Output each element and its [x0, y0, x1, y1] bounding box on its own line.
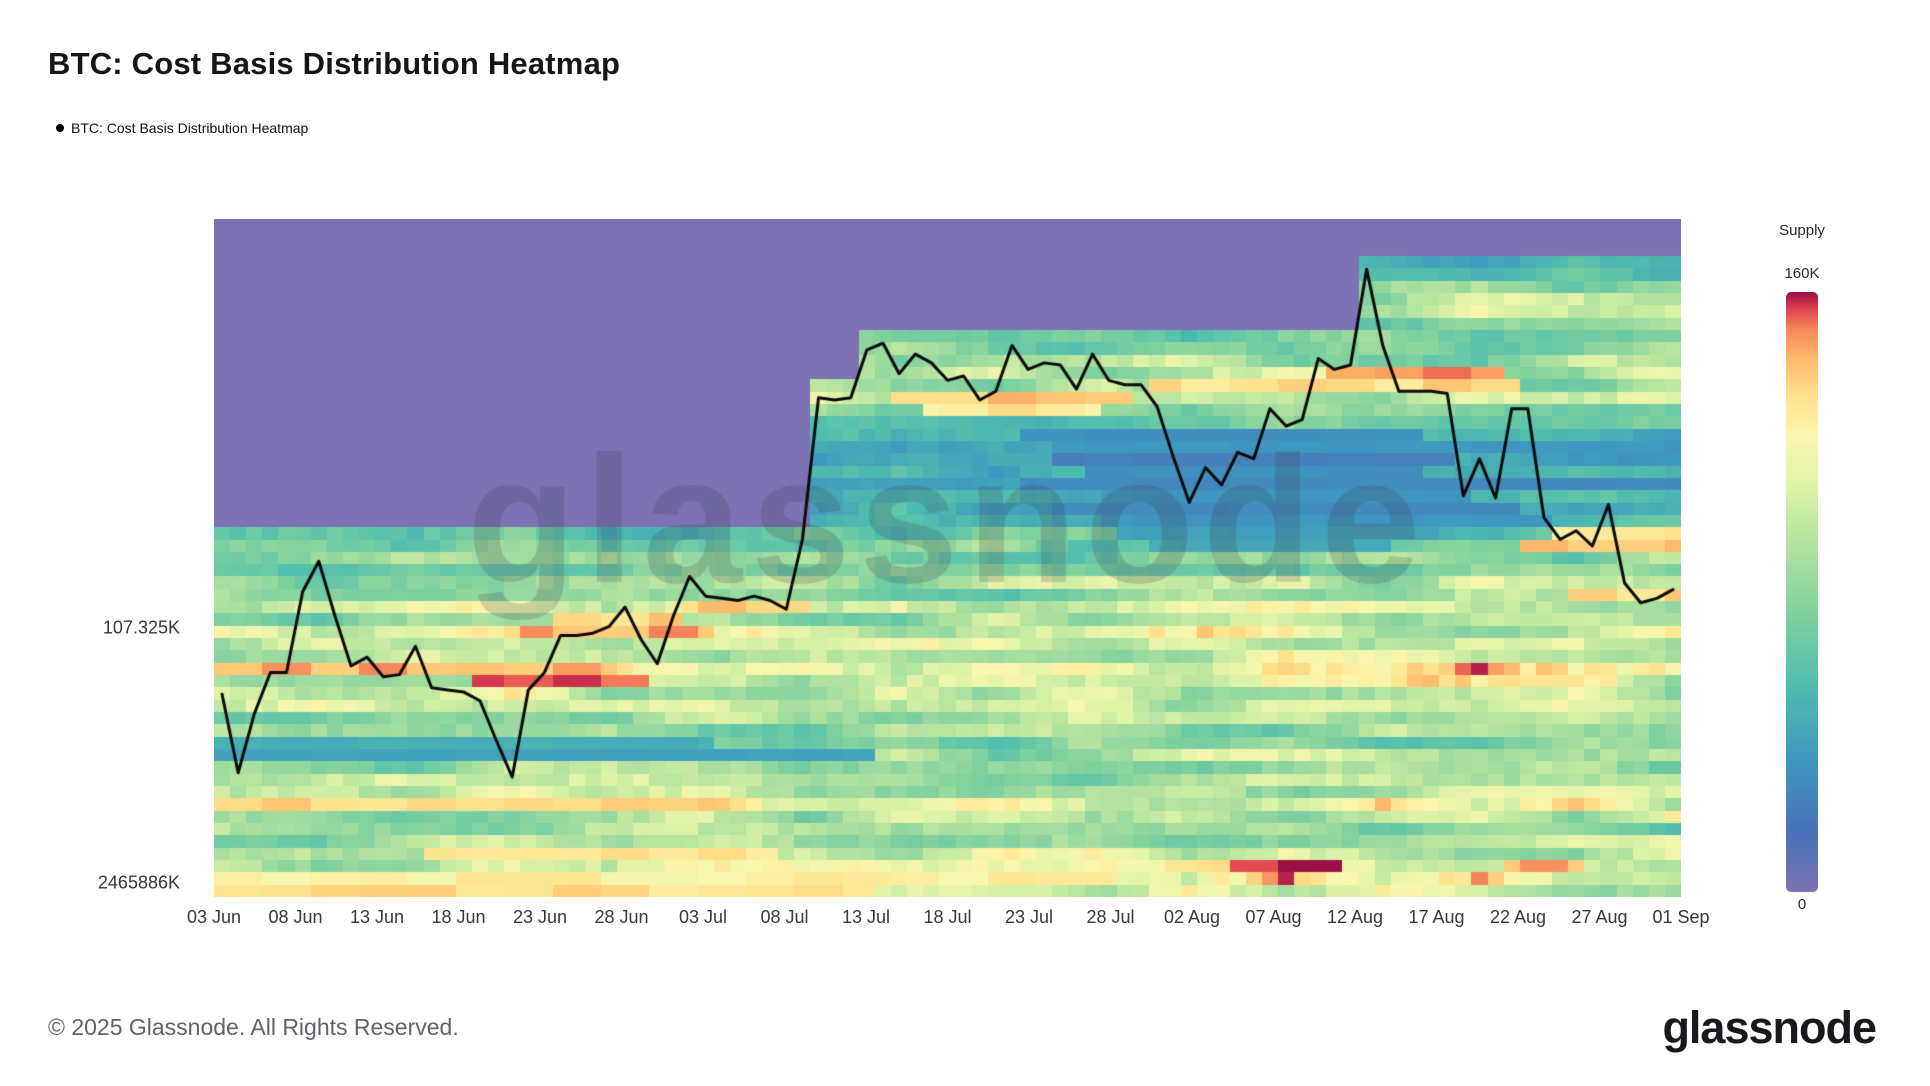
x-tick-label: 27 Aug [1571, 907, 1628, 927]
x-tick-label: 01 Sep [1652, 907, 1710, 927]
colorbar-title: Supply [1779, 222, 1825, 239]
x-tick-label: 12 Aug [1326, 907, 1384, 927]
x-tick-label: 13 Jul [841, 907, 891, 927]
y-tick-label: 107.325K [102, 617, 180, 638]
colorbar-gradient [1786, 292, 1818, 892]
legend-label: BTC: Cost Basis Distribution Heatmap [71, 120, 309, 136]
heatmap-canvas[interactable] [214, 219, 1681, 897]
x-axis: 03 Jun 08 Jun 13 Jun 18 Jun 23 Jun 28 Jun 03 J… [187, 907, 1710, 933]
x-tick-label: 17 Aug [1408, 907, 1465, 927]
glassnode-logo: glassnode [1662, 1002, 1877, 1053]
x-tick-label: 03 Jun [186, 907, 242, 927]
series-legend[interactable]: BTC: Cost Basis Distribution Heatmap [56, 120, 308, 136]
x-tick-label: 28 Jul [1086, 907, 1135, 927]
y-tick-label: 2465886K [97, 872, 180, 893]
x-tick-label: 07 Aug [1245, 907, 1302, 927]
copyright-text: © 2025 Glassnode. All Rights Reserved. [48, 1014, 459, 1040]
x-tick-label: 08 Jun [268, 907, 323, 927]
x-tick-label: 18 Jun [431, 907, 486, 927]
legend-marker-icon [56, 124, 64, 132]
x-tick-label: 18 Jul [923, 907, 972, 927]
x-tick-label: 13 Jun [349, 907, 405, 927]
x-tick-label: 02 Aug [1163, 907, 1221, 927]
colorbar-min-label: 0 [1797, 896, 1807, 913]
x-tick-label: 28 Jun [594, 907, 649, 927]
x-tick-label: 23 Jul [1004, 907, 1054, 927]
page-title: BTC: Cost Basis Distribution Heatmap [48, 46, 621, 81]
x-tick-label: 08 Jul [760, 907, 809, 927]
x-tick-label: 22 Aug [1489, 907, 1547, 927]
y-axis: 107.325K 2465886K [0, 219, 180, 897]
heatmap-plot [214, 219, 1681, 897]
x-tick-label: 23 Jun [512, 907, 568, 927]
x-tick-label: 03 Jul [678, 907, 728, 927]
colorbar-max-label: 160K [1784, 265, 1820, 282]
